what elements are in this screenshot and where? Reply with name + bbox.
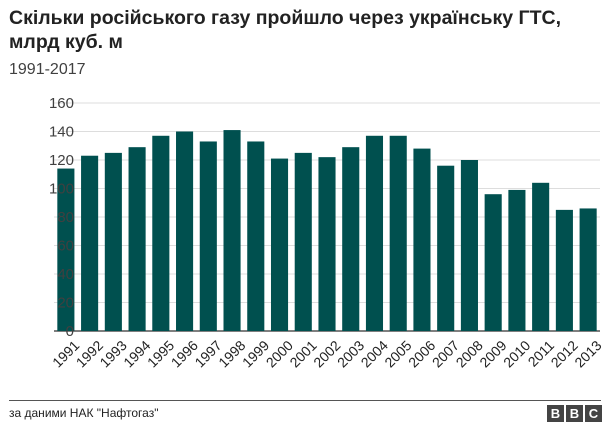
y-axis-ticks: 0 20 40 60 80 100 120 140 160 — [49, 95, 74, 340]
y-tick-label: 40 — [57, 266, 74, 283]
bar-chart: 0 20 40 60 80 100 120 140 160 199119921993199419… — [49, 95, 605, 371]
bars — [57, 130, 597, 331]
chart-title: Скільки російського газу пройшло через у… — [9, 7, 562, 53]
bar-1999 — [247, 141, 265, 331]
bar-1998 — [223, 130, 241, 331]
y-tick-label: 100 — [49, 181, 74, 198]
bar-2011 — [532, 182, 550, 331]
y-tick-label: 0 — [66, 323, 74, 340]
y-tick-label: 120 — [49, 152, 74, 169]
logo-letter: B — [547, 405, 564, 422]
footer-divider — [9, 400, 601, 401]
bar-2000 — [270, 158, 289, 331]
bar-2005 — [389, 135, 407, 331]
bar-2004 — [365, 135, 384, 331]
bar-1996 — [176, 131, 194, 331]
bar-2003 — [342, 147, 360, 331]
y-tick-label: 140 — [49, 124, 74, 141]
source-note: за даними НАК "Нафтогаз" — [9, 406, 159, 420]
bar-2002 — [318, 157, 336, 331]
bar-2010 — [508, 189, 526, 331]
y-tick-label: 80 — [57, 209, 74, 226]
bar-1997 — [199, 141, 217, 331]
bar-2001 — [294, 152, 312, 331]
bar-1995 — [152, 135, 170, 331]
bar-1991 — [57, 168, 75, 331]
bar-2006 — [413, 148, 431, 331]
y-tick-label: 160 — [49, 95, 74, 112]
chart-subtitle: 1991-2017 — [9, 61, 86, 78]
bar-2012 — [555, 209, 573, 331]
x-tick-label: 2013 — [571, 337, 604, 370]
bar-1993 — [104, 152, 122, 331]
logo-letter: C — [585, 405, 602, 422]
x-axis-ticks: 1991199219931994199519961997199819992000… — [49, 337, 605, 370]
logo-letter: B — [566, 405, 583, 422]
bar-1994 — [128, 147, 146, 331]
y-tick-label: 20 — [57, 295, 74, 312]
bar-2013 — [579, 208, 597, 331]
bar-2009 — [484, 194, 502, 331]
bbc-logo: B B C — [547, 405, 602, 422]
bar-1992 — [81, 155, 99, 331]
bar-2008 — [460, 160, 478, 331]
y-tick-label: 60 — [57, 238, 74, 255]
bar-2007 — [437, 165, 455, 331]
